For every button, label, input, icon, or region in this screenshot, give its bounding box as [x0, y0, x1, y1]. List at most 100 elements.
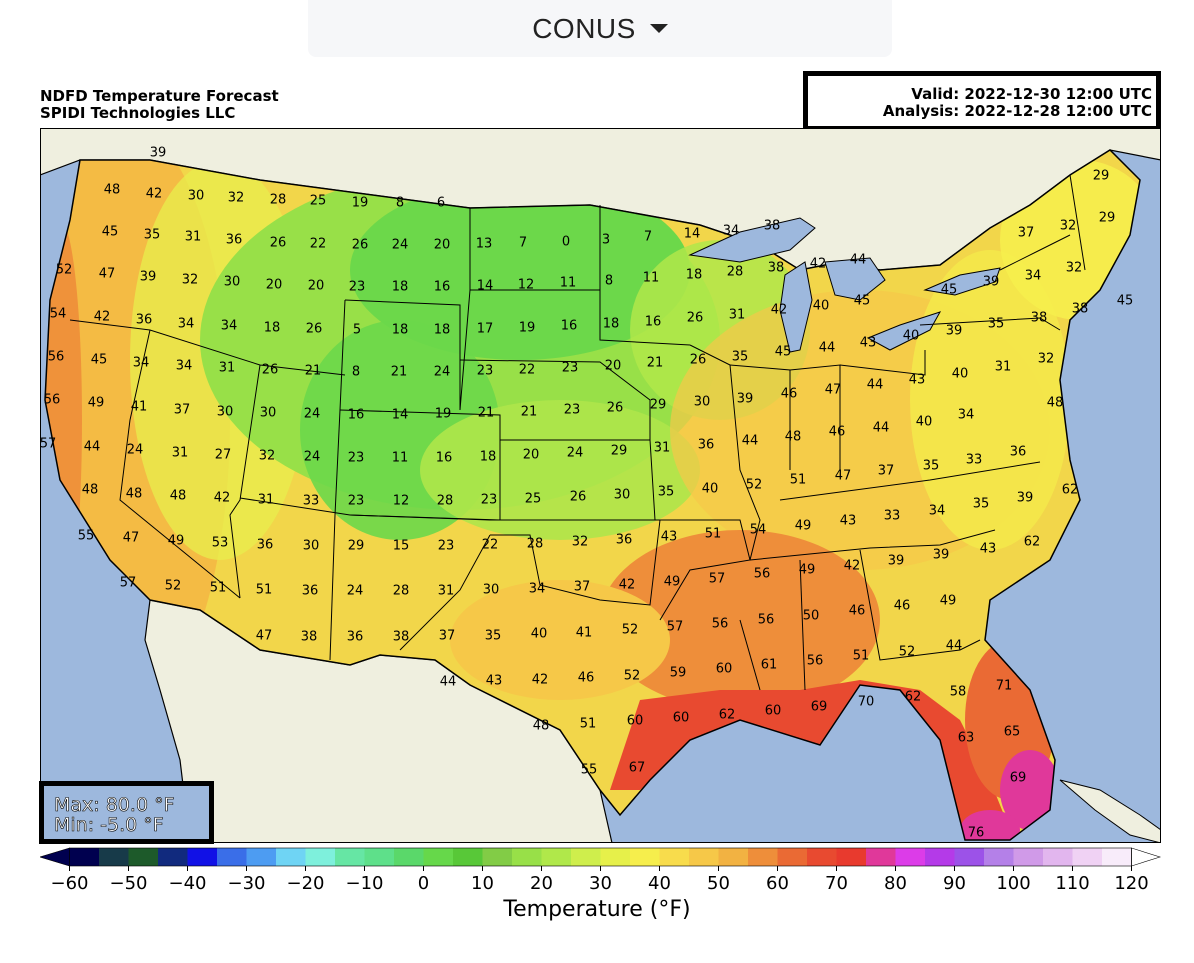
colorbar-bin — [423, 848, 454, 866]
temperature-label: 65 — [1004, 725, 1021, 740]
temperature-label: 32 — [572, 535, 589, 550]
temperature-label: 28 — [393, 584, 410, 599]
colorbar-bin — [1072, 848, 1103, 866]
temperature-label: 39 — [1017, 491, 1034, 506]
temperature-label: 47 — [835, 469, 852, 484]
temperature-label: 44 — [946, 639, 963, 654]
temperature-label: 7 — [519, 236, 527, 251]
temperature-label: 29 — [611, 444, 628, 459]
temperature-label: 18 — [480, 450, 497, 465]
temperature-label: 39 — [150, 146, 167, 161]
temperature-label: 30 — [224, 275, 241, 290]
colorbar-bin — [895, 848, 926, 866]
temperature-label: 30 — [483, 583, 500, 598]
temperature-label: 26 — [607, 401, 624, 416]
temperature-label: 48 — [1047, 396, 1064, 411]
temperature-label: 49 — [88, 396, 105, 411]
colorbar-bin — [512, 848, 542, 866]
temperature-label: 47 — [825, 383, 842, 398]
temperature-label: 24 — [127, 443, 144, 458]
colorbar-bin — [541, 848, 572, 866]
colorbar-bin — [777, 848, 808, 866]
temperature-label: 12 — [518, 278, 535, 293]
colorbar-bin — [689, 848, 719, 866]
temperature-label: 57 — [120, 576, 137, 591]
colorbar-bin — [571, 848, 601, 866]
temperature-label: 39 — [140, 270, 157, 285]
temperature-label: 21 — [391, 365, 408, 380]
temperature-label: 52 — [622, 623, 639, 638]
temperature-label: 47 — [123, 531, 140, 546]
temperature-label: 54 — [50, 307, 67, 322]
temperature-label: 62 — [719, 708, 736, 723]
temperature-label: 8 — [396, 196, 404, 211]
colorbar-tick-label: 110 — [1055, 873, 1089, 893]
temperature-label: 33 — [303, 494, 320, 509]
temperature-label: 35 — [658, 485, 675, 500]
temperature-label: 40 — [813, 299, 830, 314]
temperature-label: 28 — [727, 265, 744, 280]
temperature-label: 44 — [84, 440, 101, 455]
temperature-label: 38 — [393, 630, 410, 645]
colorbar-tick-label: 100 — [996, 873, 1030, 893]
temperature-label: 36 — [257, 538, 274, 553]
cuba-land — [1059, 779, 1161, 843]
temperature-label: 57 — [667, 620, 684, 635]
temperature-label: 36 — [616, 533, 633, 548]
max-min-box: Max: 80.0 °F Min: -5.0 °F — [39, 781, 214, 844]
temperature-label: 14 — [684, 227, 701, 242]
temperature-label: 48 — [104, 183, 121, 198]
temperature-label: 48 — [82, 483, 99, 498]
colorbar-bin — [482, 848, 513, 866]
temperature-label: 23 — [348, 451, 365, 466]
temperature-label: 31 — [258, 493, 275, 508]
temperature-label: 45 — [91, 353, 108, 368]
colorbar-tick-label: 80 — [884, 873, 907, 893]
temperature-label: 57 — [40, 437, 56, 452]
temperature-label: 32 — [1038, 352, 1055, 367]
temperature-label: 21 — [647, 356, 664, 371]
temperature-label: 59 — [670, 666, 687, 681]
temperature-label: 37 — [574, 580, 591, 595]
temperature-label: 31 — [219, 361, 236, 376]
temperature-label: 7 — [644, 230, 652, 245]
temperature-label: 51 — [580, 717, 597, 732]
colorbar-tick-label: −50 — [110, 873, 148, 893]
temperature-label: 62 — [905, 690, 922, 705]
region-select[interactable]: CONUS — [308, 0, 892, 57]
temperature-label: 32 — [259, 449, 276, 464]
temperature-label: 38 — [301, 630, 318, 645]
temperature-label: 30 — [188, 189, 205, 204]
temperature-label: 56 — [758, 613, 775, 628]
temperature-label: 60 — [716, 662, 733, 677]
temperature-label: 21 — [478, 406, 495, 421]
temperature-label: 31 — [438, 584, 455, 599]
colorbar-bin — [99, 848, 129, 866]
temperature-label: 28 — [437, 494, 454, 509]
temperature-label: 45 — [1117, 294, 1134, 309]
temperature-label: 34 — [221, 319, 238, 334]
temperature-label: 11 — [643, 271, 660, 286]
colorbar-tick-label: 70 — [825, 873, 848, 893]
temperature-label: 45 — [941, 283, 958, 298]
temperature-label: 14 — [392, 408, 409, 423]
temperature-label: 22 — [310, 237, 327, 252]
temperature-label: 18 — [392, 323, 409, 338]
temperature-label: 35 — [485, 629, 502, 644]
temperature-label: 71 — [996, 679, 1013, 694]
temperature-label: 31 — [185, 230, 202, 245]
temperature-label: 45 — [854, 294, 871, 309]
temperature-label: 25 — [525, 492, 542, 507]
temperature-label: 35 — [988, 317, 1005, 332]
colorbar-bin — [866, 848, 896, 866]
temperature-label: 52 — [746, 478, 763, 493]
temperature-label: 34 — [1025, 269, 1042, 284]
temperature-label: 56 — [712, 617, 729, 632]
temperature-label: 62 — [1062, 483, 1079, 498]
temperature-label: 30 — [217, 405, 234, 420]
temperature-label: 33 — [966, 453, 983, 468]
colorbar-tick-label: −20 — [287, 873, 325, 893]
temperature-label: 49 — [799, 563, 816, 578]
colorbar-ticks: −60 −50 −40 −30 −20 −10 0 10 20 30 40 50 60 70 80 90 100… — [51, 866, 1149, 893]
temperature-label: 22 — [482, 538, 499, 553]
